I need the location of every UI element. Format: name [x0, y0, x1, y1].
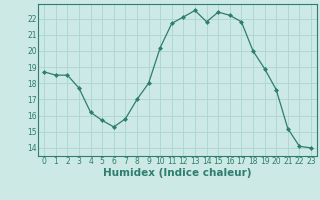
X-axis label: Humidex (Indice chaleur): Humidex (Indice chaleur) [103, 168, 252, 178]
